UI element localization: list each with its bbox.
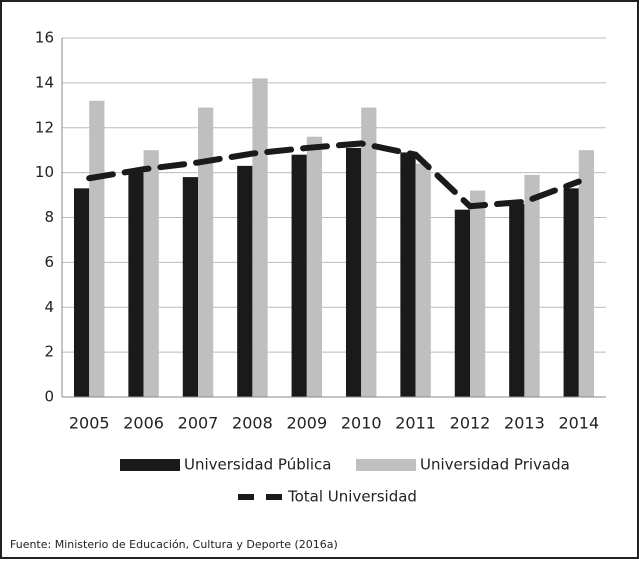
y-tick-label: 16 (35, 29, 54, 47)
y-tick-label: 4 (44, 298, 54, 316)
legend-label: Universidad Pública (184, 456, 332, 474)
bar (524, 174, 540, 397)
x-tick-label: 2011 (395, 414, 436, 433)
x-tick-label: 2013 (504, 414, 545, 433)
bar (415, 163, 431, 397)
y-tick-label: 0 (44, 388, 54, 406)
bar (563, 188, 579, 397)
bar (182, 177, 198, 397)
x-tick-label: 2012 (450, 414, 491, 433)
x-tick-label: 2014 (558, 414, 599, 433)
line (86, 140, 582, 210)
bar (89, 100, 105, 397)
bar (73, 188, 90, 397)
bar (237, 165, 253, 397)
x-tick-label: 2009 (286, 414, 327, 433)
source: Fuente: Ministerio de Educación, Cultura… (10, 538, 338, 551)
x-tick-label: 2005 (69, 414, 110, 433)
bar (291, 154, 307, 397)
y-tick-label: 14 (35, 73, 54, 91)
y-tick-label: 10 (35, 163, 54, 181)
y-tick-label: 12 (35, 118, 54, 136)
legend-label: Total Universidad (287, 488, 417, 506)
bar (454, 209, 470, 397)
x-tick-label: 2010 (341, 414, 382, 433)
legend-swatch (120, 459, 180, 471)
x-tick-label: 2007 (178, 414, 219, 433)
legend-swatch (356, 459, 416, 471)
bar (198, 107, 214, 398)
bar (252, 78, 268, 397)
legend-label: Universidad Privada (420, 456, 570, 474)
y-tick-label: 2 (44, 343, 54, 361)
bar (128, 172, 144, 397)
y-tick-label: 8 (44, 208, 54, 226)
bar (143, 150, 159, 397)
bar (509, 204, 525, 397)
y-tick-label: 6 (44, 253, 54, 271)
bar (470, 190, 486, 397)
bar (345, 147, 362, 397)
bar (361, 107, 377, 398)
bar (578, 150, 595, 397)
x-tick-label: 2008 (232, 414, 273, 433)
bar (306, 136, 323, 397)
x-tick-label: 2006 (123, 414, 164, 433)
bar (400, 152, 416, 397)
